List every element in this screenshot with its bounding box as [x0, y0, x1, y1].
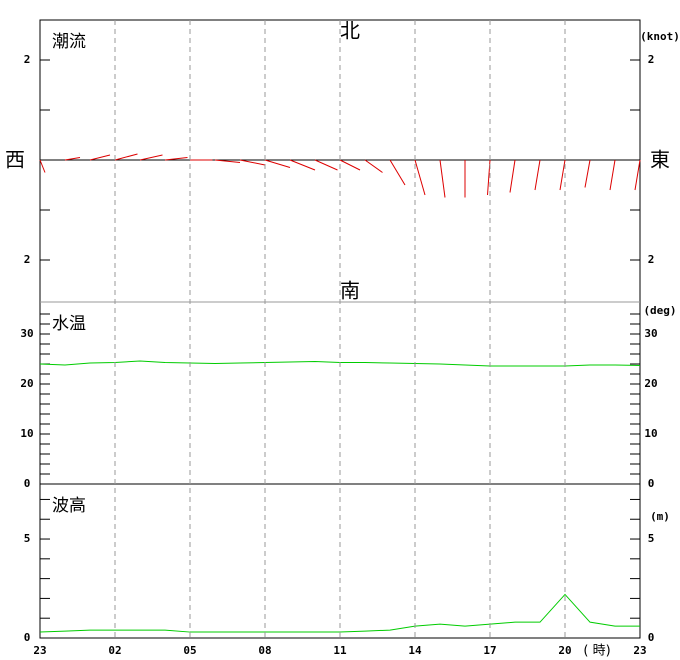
current-vector [264, 159, 291, 168]
y-tick-label: 20 [20, 377, 33, 390]
current-vector [289, 159, 316, 171]
y-tick-label: 5 [24, 532, 31, 545]
x-tick-label: 20 [558, 644, 571, 657]
current-vector [609, 159, 616, 191]
current-vector [314, 159, 338, 171]
compass-north: 北 [340, 19, 360, 43]
unit-label: (deg) [643, 304, 676, 317]
x-tick-label: 05 [183, 644, 196, 657]
y-tick-label: 0 [24, 477, 31, 490]
current-vector [39, 159, 46, 173]
current-vector [89, 154, 111, 161]
y-tick-label: 20 [644, 377, 657, 390]
panel-title: 波高 [52, 496, 86, 516]
x-unit: ( 時) [583, 644, 610, 659]
current-vector [64, 157, 81, 161]
current-vector [164, 157, 188, 161]
compass-east: 東 [650, 148, 670, 172]
current-vector [364, 159, 383, 173]
current-vector [414, 159, 426, 196]
current-vector [239, 159, 266, 166]
current-vector [114, 153, 138, 161]
current-vector [509, 159, 516, 193]
x-tick-label: 08 [258, 644, 271, 657]
y-tick-label: 30 [20, 327, 33, 340]
unit-label: (m) [650, 510, 670, 523]
current-vector [439, 159, 446, 198]
y-tick-label: 30 [644, 327, 657, 340]
current-vector [339, 159, 361, 171]
x-tick-label: 17 [483, 644, 496, 657]
y-tick-label: 10 [20, 427, 33, 440]
unit-label: (knot) [640, 30, 680, 43]
x-tick-label: 14 [408, 644, 422, 657]
current-vector [139, 154, 163, 161]
current-vector [389, 159, 406, 186]
current-vector [214, 159, 241, 163]
y-tick-label: 2 [648, 53, 655, 66]
y-tick-label: 2 [648, 253, 655, 266]
y-tick-label: 0 [24, 631, 31, 644]
x-tick-label: 11 [333, 644, 347, 657]
y-tick-label: 0 [648, 477, 655, 490]
y-tick-label: 10 [644, 427, 657, 440]
compass-south: 南 [340, 279, 360, 303]
current-vector [584, 159, 591, 188]
y-tick-label: 2 [24, 53, 31, 66]
panel-title: 水温 [52, 314, 86, 334]
current-vector [634, 159, 641, 191]
compass-west: 西 [5, 148, 25, 172]
x-tick-label: 23 [633, 644, 646, 657]
current-vector [534, 159, 541, 191]
current-vector [559, 159, 566, 191]
x-tick-label: 23 [33, 644, 46, 657]
y-tick-label: 2 [24, 253, 31, 266]
y-tick-label: 5 [648, 532, 655, 545]
panel-title: 潮流 [52, 32, 86, 52]
y-tick-label: 0 [648, 631, 655, 644]
x-tick-label: 02 [108, 644, 121, 657]
